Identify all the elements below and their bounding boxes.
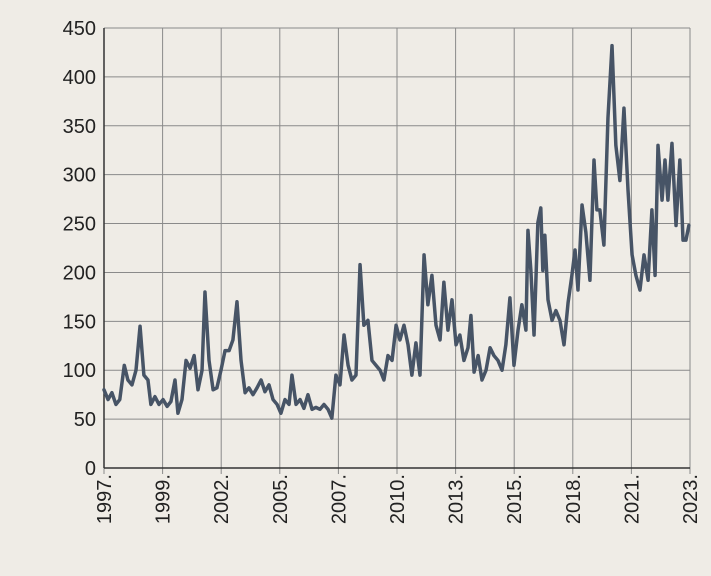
x-tick-label: 1997. — [94, 474, 116, 524]
x-tick-label: 2007. — [328, 474, 350, 524]
x-tick-label: 2018. — [563, 474, 585, 524]
y-tick-label: 300 — [63, 165, 96, 187]
y-tick-label: 150 — [63, 311, 96, 333]
y-tick-label: 250 — [63, 214, 96, 236]
y-tick-label: 200 — [63, 262, 96, 284]
x-tick-label: 1999. — [153, 474, 175, 524]
y-tick-label: 400 — [63, 67, 96, 89]
x-tick-label: 2013. — [446, 474, 468, 524]
x-tick-label: 2010. — [387, 474, 409, 524]
x-tick-label: 2023. — [680, 474, 702, 524]
y-tick-label: 450 — [63, 18, 96, 40]
x-tick-label: 2002. — [211, 474, 233, 524]
y-tick-label: 50 — [74, 409, 96, 431]
x-tick-label: 2005. — [270, 474, 292, 524]
x-tick-label: 2015. — [504, 474, 526, 524]
y-tick-label: 0 — [85, 458, 96, 480]
y-tick-label: 350 — [63, 116, 96, 138]
y-tick-label: 100 — [63, 360, 96, 382]
data-line — [102, 43, 691, 420]
x-tick-label: 2021. — [621, 474, 643, 524]
